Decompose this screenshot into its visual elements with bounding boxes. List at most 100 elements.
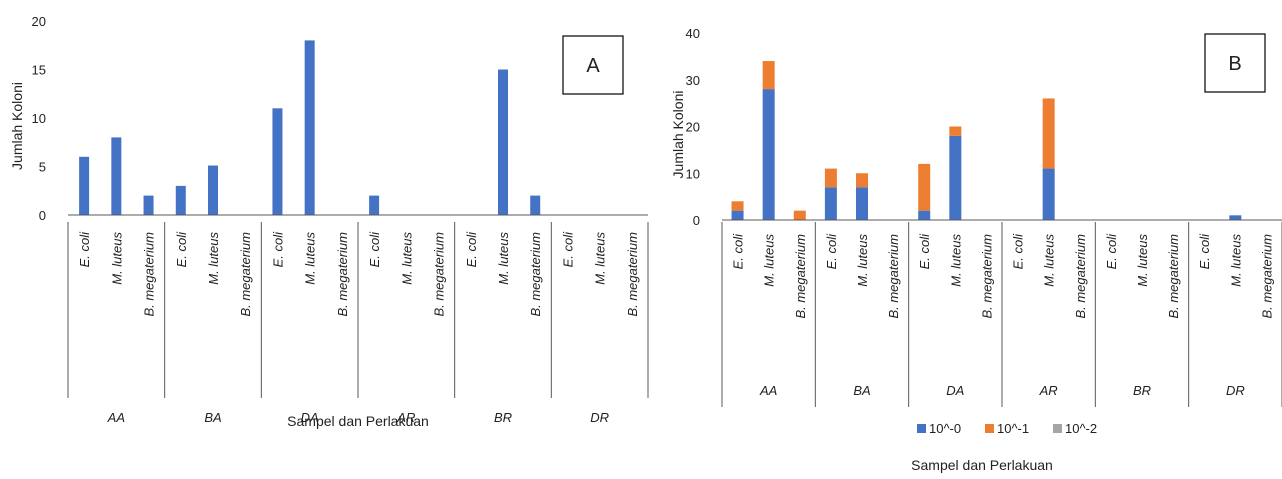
category-label: E. coli: [77, 231, 92, 268]
legend-label: 10^-2: [1065, 421, 1097, 436]
category-label: B. megaterium: [1166, 234, 1181, 319]
bar: [918, 210, 931, 220]
bar: [731, 210, 744, 220]
y-tick-label: 0: [39, 208, 46, 223]
category-label: E. coli: [1104, 233, 1119, 270]
category-label: M. luteus: [303, 232, 318, 285]
bar: [856, 173, 868, 188]
category-label: M. luteus: [1135, 234, 1150, 287]
bar: [762, 61, 775, 90]
bar: [949, 135, 962, 220]
group-label: AA: [107, 410, 125, 425]
group-label: BA: [204, 410, 221, 425]
group-label: DR: [590, 410, 609, 425]
bar: [208, 165, 218, 215]
panel-badge-box: [562, 35, 624, 95]
x-axis-label: Sampel dan Perlakuan: [911, 457, 1053, 473]
category-label: B. megaterium: [142, 232, 157, 317]
category-label: B. megaterium: [1259, 234, 1274, 319]
bar: [143, 195, 154, 215]
category-label: B. megaterium: [1073, 234, 1088, 319]
chart-panel-a: 0 5 10 15 20 Jumlah Koloni E. coli M. luteus B. …: [9, 14, 649, 429]
bar: [1042, 98, 1055, 169]
panel-badge-label: A: [586, 55, 600, 77]
category-label: M. luteus: [109, 232, 124, 285]
group-label: DA: [946, 383, 964, 398]
bar: [111, 137, 122, 215]
category-label: E. coli: [1011, 233, 1026, 270]
bar: [530, 195, 541, 215]
category-label: E. coli: [824, 233, 839, 270]
bar: [498, 69, 508, 215]
category-label: M. luteus: [1228, 234, 1243, 287]
y-tick-label: 20: [686, 120, 700, 135]
category-label: E. coli: [1197, 233, 1212, 270]
y-axis-label: Jumlah Koloni: [9, 82, 25, 170]
group-label: AA: [759, 383, 777, 398]
y-tick-label: 0: [693, 213, 700, 228]
bar: [1229, 215, 1242, 220]
bar: [918, 163, 931, 211]
bar: [731, 201, 744, 211]
group-label: BR: [1133, 383, 1151, 398]
legend-label: 10^-1: [997, 421, 1029, 436]
category-label: B. megaterium: [528, 232, 543, 317]
category-label: E. coli: [917, 233, 932, 270]
category-label: B. megaterium: [979, 234, 994, 319]
category-label: B. megaterium: [432, 232, 447, 317]
category-label: M. luteus: [593, 232, 608, 285]
y-tick-label: 30: [686, 73, 700, 88]
bar: [79, 156, 90, 215]
bar: [272, 108, 283, 215]
category-label: B. megaterium: [238, 232, 253, 317]
bar: [793, 210, 806, 220]
y-tick-label: 10: [32, 111, 46, 126]
category-label: B. megaterium: [793, 234, 808, 319]
category-label: E. coli: [464, 231, 479, 268]
panel-badge-label: B: [1228, 53, 1241, 75]
category-label: E. coli: [174, 231, 189, 268]
legend-swatch: [917, 424, 926, 433]
category-label: M. luteus: [948, 234, 963, 287]
chart-panel-b: 0 10 20 30 40 Jumlah Koloni E. coli M. luteus B.…: [670, 26, 1282, 473]
legend-label: 10^-0: [929, 421, 961, 436]
group-label: AR: [396, 410, 415, 425]
x-axis-label: Sampel dan Perlakuan: [287, 413, 429, 429]
group-label: BA: [853, 383, 870, 398]
category-label: M. luteus: [1042, 234, 1057, 287]
group-label: DA: [301, 410, 319, 425]
group-label: BR: [494, 410, 512, 425]
category-label: B. megaterium: [335, 232, 350, 317]
y-tick-label: 40: [686, 26, 700, 41]
category-label: E. coli: [731, 233, 746, 270]
bar: [1042, 168, 1055, 220]
bar: [369, 195, 380, 215]
category-label: M. luteus: [855, 234, 870, 287]
bar: [762, 89, 775, 220]
y-axis-label: Jumlah Koloni: [670, 91, 686, 179]
category-label: B. megaterium: [625, 232, 640, 317]
y-tick-label: 20: [32, 14, 46, 29]
y-tick-label: 5: [39, 160, 46, 175]
group-label: DR: [1226, 383, 1245, 398]
category-label: B. megaterium: [886, 234, 901, 319]
category-label: E. coli: [270, 231, 285, 268]
bar: [856, 187, 868, 220]
legend-swatch: [1053, 424, 1062, 433]
category-label: M. luteus: [206, 232, 221, 285]
category-label: M. luteus: [762, 234, 777, 287]
y-tick-label: 15: [32, 63, 46, 78]
category-label: E. coli: [560, 231, 575, 268]
category-label: M. luteus: [399, 232, 414, 285]
bar: [824, 168, 837, 188]
bar: [304, 40, 315, 216]
bar: [824, 187, 837, 220]
bar: [949, 126, 962, 136]
category-label: M. luteus: [496, 232, 511, 285]
bar: [175, 185, 186, 215]
legend-swatch: [985, 424, 994, 433]
y-tick-label: 10: [686, 166, 700, 181]
panel-badge-box: [1204, 33, 1266, 93]
category-label: E. coli: [367, 231, 382, 268]
